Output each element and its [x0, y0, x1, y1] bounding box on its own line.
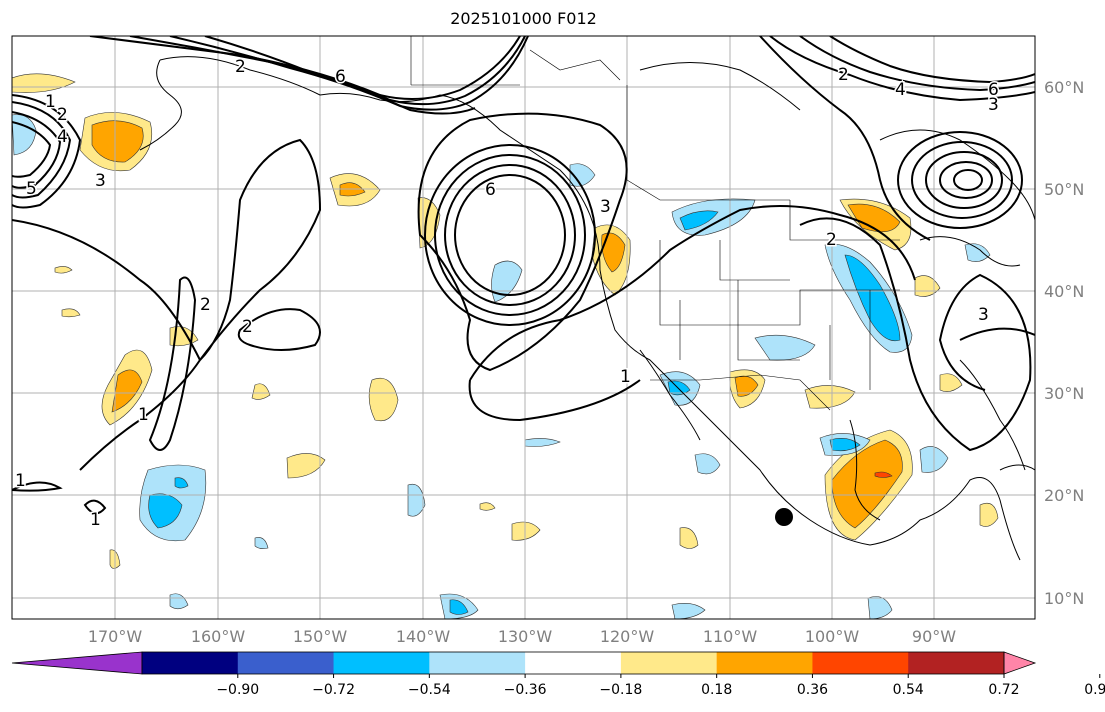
lat-label: 50°N: [1044, 180, 1084, 199]
contour-label: 3: [600, 197, 611, 217]
lon-label: 150°W: [293, 627, 348, 646]
contour-label: 1: [90, 510, 101, 530]
contour-label: 3: [95, 171, 106, 191]
contour-label: 2: [838, 65, 849, 85]
colorbar-tick-label: −0.54: [408, 682, 451, 698]
lon-label: 90°W: [912, 627, 956, 646]
location-marker: [775, 508, 793, 526]
colorbar-tick-label: −0.36: [504, 682, 547, 698]
contour-label: 6: [485, 180, 496, 200]
map-border: [11, 35, 1036, 620]
colorbar-tick-label: 0.18: [701, 682, 732, 698]
colorbar-tick-label: 0.36: [797, 682, 828, 698]
political-borders: [410, 36, 900, 411]
colorbar-tick-label: −0.18: [599, 682, 642, 698]
lon-label: 100°W: [805, 627, 860, 646]
contour-lines: [12, 36, 1035, 515]
contour-label: 2: [242, 317, 253, 337]
contour-label: 1: [138, 405, 149, 425]
lon-label: 140°W: [396, 627, 451, 646]
contour-label: 2: [826, 230, 837, 250]
colorbar-swatch: [142, 652, 239, 674]
colorbar-swatch: [620, 652, 718, 674]
lat-label: 60°N: [1044, 78, 1084, 97]
lat-label: 30°N: [1044, 384, 1084, 403]
colorbar-tick-label: 0.72: [988, 682, 1019, 698]
colorbar-swatch: [908, 652, 1005, 674]
colorbar-tick-label: 0.90: [1084, 682, 1105, 698]
contour-label: 2: [57, 105, 68, 125]
map-title: 2025101000 F012: [450, 9, 597, 28]
lat-label: 20°N: [1044, 486, 1084, 505]
colorbar-extend-max: [1003, 651, 1037, 675]
colorbar-swatch: [429, 652, 526, 674]
contour-label: 1: [45, 92, 56, 112]
colorbar-outline: [141, 651, 1005, 675]
colorbar-swatch: [525, 652, 622, 674]
shade-yellow-nw: [12, 73, 76, 93]
contour-label: 6: [335, 67, 346, 87]
colorbar-tick-label: −0.90: [216, 682, 259, 698]
colorbar-swatch: [237, 652, 335, 674]
lon-label: 130°W: [498, 627, 553, 646]
contour-label: 4: [895, 80, 906, 100]
lon-label: 170°W: [88, 627, 143, 646]
lon-label: 160°W: [191, 627, 246, 646]
coastlines: [139, 56, 1035, 561]
colorbar-tick-label: 0.54: [893, 682, 924, 698]
graticule: [12, 36, 1035, 619]
colorbar-swatch: [812, 652, 909, 674]
contour-labels: 1 2 4 5 3 6 6 2 2 2 1 1 1 1 2 4 3 6 3 2 …: [14, 56, 1001, 532]
lon-label: 110°W: [703, 627, 758, 646]
lat-label: 10°N: [1044, 589, 1084, 608]
colorbar-swatch: [333, 652, 430, 674]
positive-shading: [12, 73, 999, 569]
colorbar: −0.90 −0.72 −0.54 −0.36 −0.18 0.18 0.36 0.54 0.7…: [11, 651, 1105, 698]
colorbar-extend-min: [11, 651, 143, 675]
contour-label: 5: [26, 179, 37, 199]
colorbar-swatch: [716, 652, 813, 674]
contour-label: 1: [15, 471, 26, 491]
longitude-labels: 170°W 160°W 150°W 140°W 130°W 120°W 110°…: [88, 627, 956, 646]
colorbar-tick-label: −0.72: [312, 682, 355, 698]
contour-label: 3: [988, 95, 999, 115]
contour-label: 2: [235, 57, 246, 77]
contour-label: 1: [620, 367, 631, 387]
contour-label: 6: [988, 80, 999, 100]
shade-orange-aleutian-core: [91, 120, 144, 163]
contour-label: 2: [200, 295, 211, 315]
lat-label: 40°N: [1044, 282, 1084, 301]
latitude-labels: 60°N 50°N 40°N 30°N 20°N 10°N: [1044, 78, 1084, 608]
lon-label: 120°W: [600, 627, 655, 646]
contour-label: 3: [978, 305, 989, 325]
contour-label: 4: [57, 127, 68, 147]
